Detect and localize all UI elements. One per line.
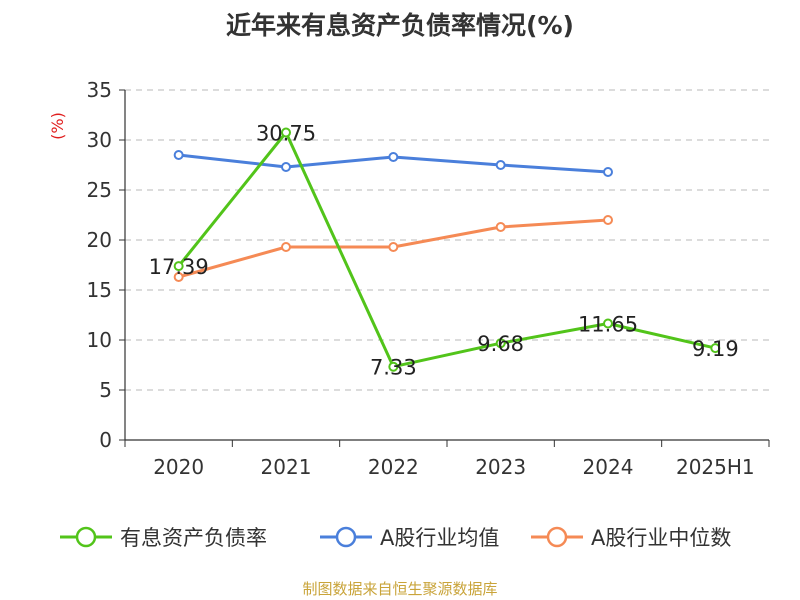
y-tick-label: 5	[99, 378, 112, 402]
data-point-1	[388, 152, 399, 162]
data-point-0	[281, 127, 291, 138]
legend-label: 有息资产负债率	[120, 526, 267, 550]
y-tick-label: 0	[99, 428, 112, 452]
legend-label: A股行业中位数	[591, 526, 731, 550]
x-tick-label: 2020	[153, 455, 204, 479]
data-label: 30.75	[256, 122, 316, 146]
data-point-1	[495, 160, 506, 170]
data-point-0	[603, 318, 613, 329]
data-point-1	[603, 167, 613, 177]
x-tick-label: 2023	[475, 455, 526, 479]
data-point-2	[173, 272, 184, 282]
data-point-2	[281, 242, 291, 252]
y-tick-label: 25	[87, 178, 112, 202]
data-label: 7.33	[370, 356, 417, 380]
data-point-0	[173, 261, 184, 272]
legend-marker-0	[75, 526, 97, 548]
data-point-2	[495, 222, 506, 232]
legend-marker-1	[335, 526, 357, 548]
legend-marker-2	[546, 526, 568, 548]
y-tick-label: 10	[87, 328, 112, 352]
chart-title: 近年来有息资产负债率情况(%)	[226, 11, 574, 40]
data-point-0	[388, 361, 399, 372]
data-label: 17.39	[149, 255, 209, 279]
source-footer: 制图数据来自恒生聚源数据库	[302, 580, 498, 598]
x-tick-label: 2025H1	[676, 455, 755, 479]
y-tick-label: 20	[87, 228, 112, 252]
data-point-0	[495, 338, 506, 349]
data-point-2	[388, 242, 399, 252]
data-label: 9.68	[477, 332, 524, 356]
y-tick-label: 15	[87, 278, 112, 302]
data-point-1	[173, 150, 184, 160]
series-line-0	[177, 131, 716, 369]
y-tick-label: 35	[87, 78, 112, 102]
x-tick-label: 2022	[368, 455, 419, 479]
y-tick-label: 30	[87, 128, 112, 152]
data-point-1	[281, 162, 291, 172]
legend-label: A股行业均值	[380, 526, 499, 550]
data-point-2	[603, 215, 613, 225]
x-tick-label: 2024	[583, 455, 634, 479]
y-unit-label: (%)	[48, 112, 67, 140]
data-point-0	[710, 343, 721, 354]
x-tick-label: 2021	[261, 455, 312, 479]
data-label: 11.65	[578, 313, 638, 337]
data-label: 9.19	[692, 337, 739, 361]
